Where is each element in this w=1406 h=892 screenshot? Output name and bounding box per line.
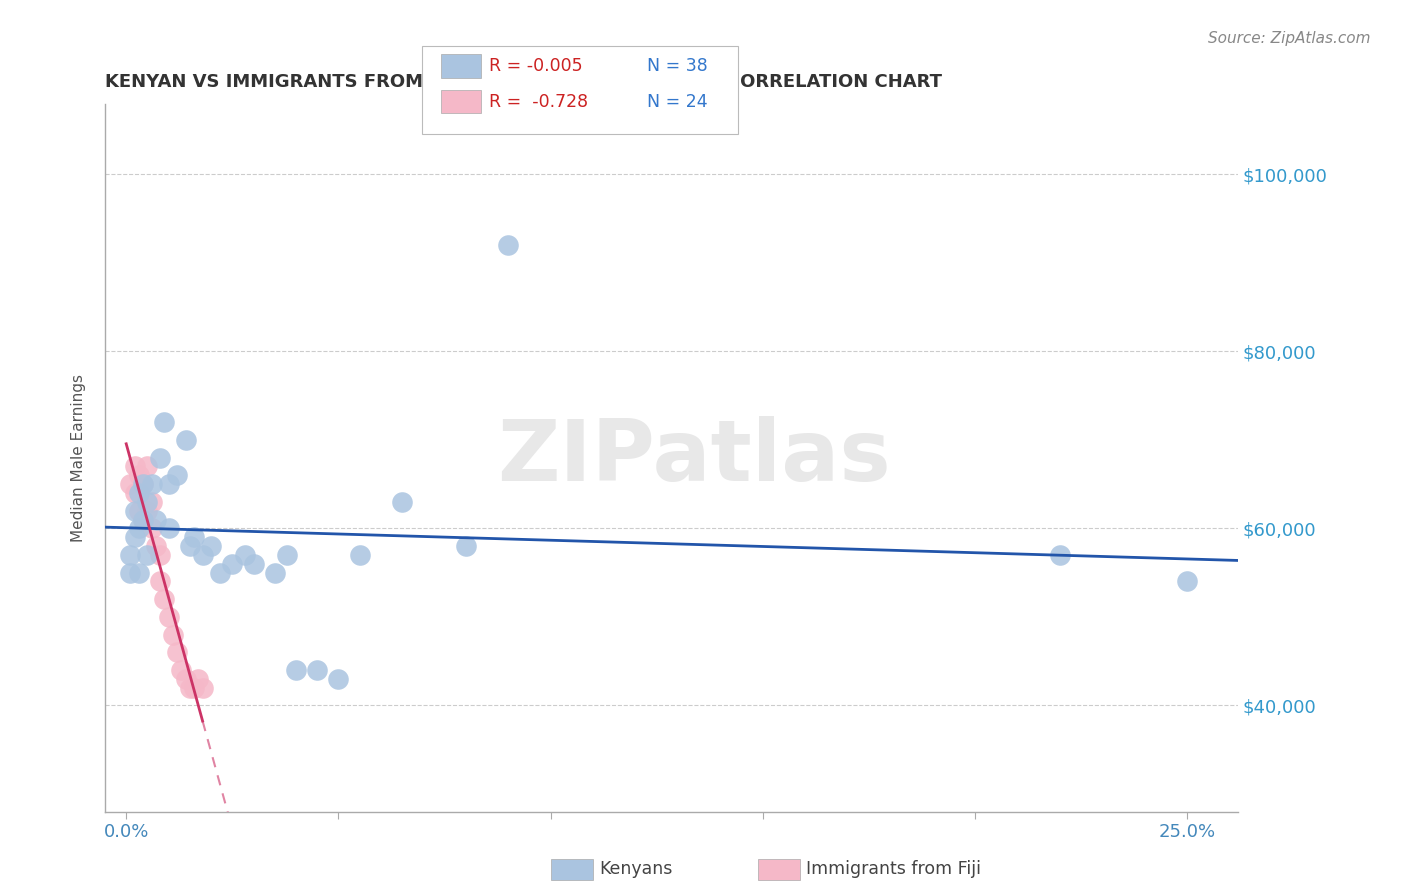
Point: [208, 566, 231, 580]
Point: [136, 504, 159, 518]
Point: [132, 477, 155, 491]
Point: [496, 238, 519, 252]
Point: [145, 512, 167, 526]
Point: [221, 557, 243, 571]
Point: [263, 566, 285, 580]
Point: [157, 477, 180, 491]
Point: [174, 672, 197, 686]
Point: [166, 468, 188, 483]
Point: [132, 512, 155, 526]
Point: [183, 681, 205, 695]
Point: [187, 672, 209, 686]
Point: [174, 433, 197, 447]
Point: [179, 681, 201, 695]
Point: [136, 459, 159, 474]
Point: [145, 539, 167, 553]
Point: [128, 504, 150, 518]
Text: KENYAN VS IMMIGRANTS FROM FIJI MEDIAN MALE EARNINGS CORRELATION CHART: KENYAN VS IMMIGRANTS FROM FIJI MEDIAN MA…: [105, 73, 942, 91]
Point: [124, 530, 146, 544]
Point: [349, 548, 371, 562]
Point: [170, 663, 193, 677]
Point: [141, 521, 163, 535]
Point: [124, 459, 146, 474]
Point: [141, 477, 163, 491]
Point: [276, 548, 298, 562]
Point: [242, 557, 264, 571]
Point: [166, 645, 188, 659]
Point: [128, 486, 150, 500]
Text: R =  -0.728: R = -0.728: [489, 93, 589, 111]
Point: [132, 477, 155, 491]
Point: [136, 548, 159, 562]
Point: [124, 486, 146, 500]
Point: [200, 539, 222, 553]
Point: [157, 610, 180, 624]
Point: [153, 415, 176, 429]
Point: [233, 548, 256, 562]
Text: ZIPatlas: ZIPatlas: [498, 416, 891, 500]
Point: [1175, 574, 1198, 589]
Point: [191, 681, 214, 695]
Y-axis label: Median Male Earnings: Median Male Earnings: [72, 374, 86, 541]
Point: [183, 530, 205, 544]
Point: [120, 548, 142, 562]
Point: [136, 495, 159, 509]
Point: [120, 566, 142, 580]
Point: [157, 521, 180, 535]
Text: N = 24: N = 24: [647, 93, 707, 111]
Point: [284, 663, 307, 677]
Point: [132, 512, 155, 526]
Text: Kenyans: Kenyans: [599, 860, 672, 878]
Point: [149, 574, 172, 589]
Point: [128, 521, 150, 535]
Point: [391, 495, 413, 509]
Point: [149, 450, 172, 465]
Text: Immigrants from Fiji: Immigrants from Fiji: [806, 860, 980, 878]
Point: [128, 468, 150, 483]
Point: [149, 548, 172, 562]
Point: [1049, 548, 1071, 562]
Text: N = 38: N = 38: [647, 57, 707, 75]
Point: [191, 548, 214, 562]
Point: [141, 495, 163, 509]
Point: [153, 592, 176, 607]
Text: R = -0.005: R = -0.005: [489, 57, 583, 75]
Point: [328, 672, 350, 686]
Point: [454, 539, 477, 553]
Text: Source: ZipAtlas.com: Source: ZipAtlas.com: [1208, 31, 1371, 46]
Point: [179, 539, 201, 553]
Point: [124, 504, 146, 518]
Point: [128, 566, 150, 580]
Point: [162, 627, 184, 641]
Point: [307, 663, 329, 677]
Point: [120, 477, 142, 491]
